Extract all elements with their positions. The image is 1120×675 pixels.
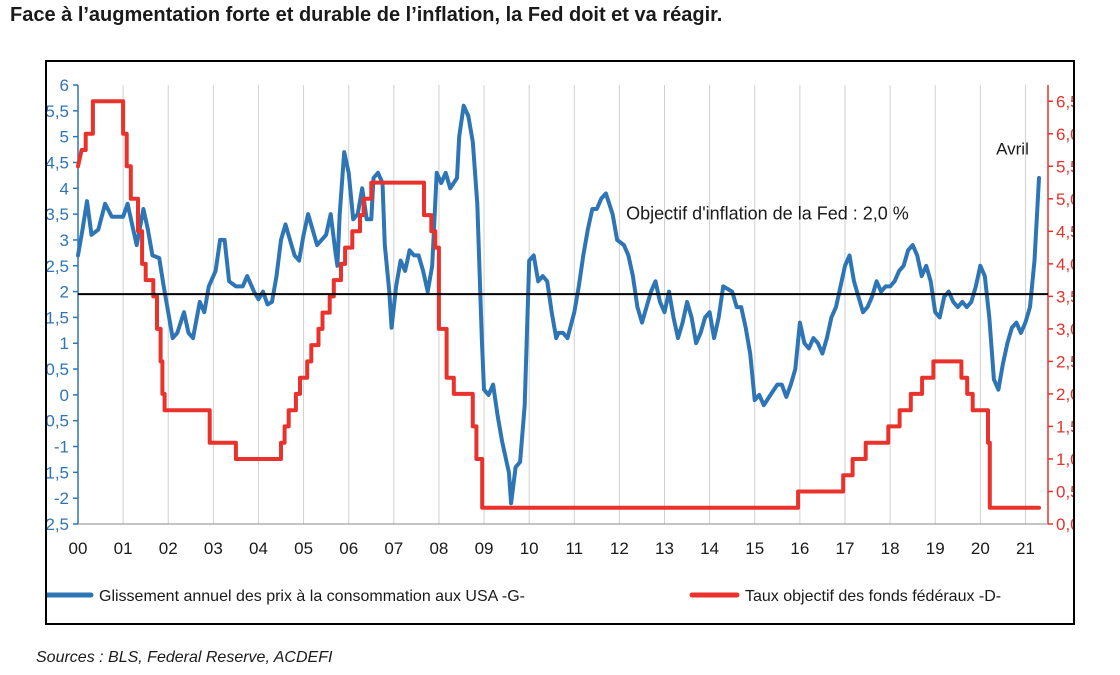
legend-label-fed-rate: Taux objectif des fonds fédéraux -D- (745, 588, 1001, 605)
x-tick-label: 09 (475, 539, 494, 558)
left-tick-label: 4,5 (47, 153, 69, 172)
legend: Glissement annuel des prix à la consomma… (44, 588, 1001, 605)
left-tick-label: 0 (60, 386, 69, 405)
left-tick-label: -1 (54, 438, 69, 457)
x-tick-label: 21 (1016, 539, 1035, 558)
left-tick-label: 1,5 (47, 308, 69, 327)
left-tick-label: 3 (60, 231, 69, 250)
left-tick-label: -2,5 (47, 515, 69, 534)
fed-rate-line (76, 99, 1041, 510)
left-tick-label: 3,5 (47, 205, 69, 224)
x-tick-label: 11 (565, 539, 583, 558)
left-tick-label: -0,5 (47, 412, 69, 431)
right-tick-label: 3,5 (1056, 287, 1073, 306)
sources-note: Sources : BLS, Federal Reserve, ACDEFI (36, 649, 333, 666)
x-tick-label: 02 (159, 539, 178, 558)
x-tick-label: 04 (249, 539, 268, 558)
right-tick-label: 5,0 (1056, 190, 1073, 209)
x-tick-label: 18 (881, 539, 900, 558)
right-tick-label: 1,0 (1056, 450, 1073, 469)
right-tick-label: 0,5 (1056, 482, 1073, 501)
right-tick-label: 2,0 (1056, 385, 1073, 404)
legend-label-cpi: Glissement annuel des prix à la consomma… (99, 588, 525, 605)
x-tick-label: 05 (294, 539, 313, 558)
left-tick-label: -1,5 (47, 463, 69, 482)
x-tick-label: 20 (971, 539, 990, 558)
x-tick-label: 10 (520, 539, 539, 558)
right-tick-label: 3,0 (1056, 320, 1073, 339)
x-tick-label: 07 (384, 539, 403, 558)
x-tick-label: 08 (429, 539, 448, 558)
x-tick-label: 16 (790, 539, 809, 558)
series-lines (76, 99, 1048, 510)
right-tick-label: 6,5 (1056, 92, 1073, 111)
x-tick-label: 06 (339, 539, 358, 558)
x-tick-label: 01 (114, 539, 133, 558)
x-tick-label: 19 (926, 539, 945, 558)
x-tick-label: 00 (69, 539, 88, 558)
right-tick-label: 4,0 (1056, 255, 1073, 274)
left-tick-label: 1 (60, 334, 69, 353)
avril-annotation: Avril (996, 140, 1029, 159)
right-tick-label: 0,0 (1056, 515, 1073, 534)
left-tick-label: -2 (54, 489, 69, 508)
left-axis: -2,5 -2 -1,5 -1 -0,5 0 0,5 1 1,5 2 2,5 3 3,5 4 4,5 5 5,5… (40, 76, 79, 534)
cpi-line (76, 103, 1041, 506)
left-tick-label: 5 (60, 128, 69, 147)
right-tick-label: 4,5 (1056, 222, 1073, 241)
x-tick-label: 17 (836, 539, 855, 558)
x-tick-label: 03 (204, 539, 223, 558)
x-tick-label: 13 (655, 539, 674, 558)
chart-frame: -2,5 -2 -1,5 -1 -0,5 0 0,5 1 1,5 2 2,5 3 3,5 4 4,5 5 5,5… (40, 60, 1080, 625)
chart: -2,5 -2 -1,5 -1 -0,5 0 0,5 1 1,5 2 2,5 3 3,5 4 4,5 5 5,5… (40, 76, 1080, 605)
right-tick-label: 6,0 (1056, 125, 1073, 144)
right-axis: 0,0 0,5 1,0 1,5 2,0 2,5 3,0 3,5 4,0 4,5 5,0 5,5 6,0 6… (1047, 85, 1080, 534)
left-tick-label: 2 (60, 283, 69, 302)
left-tick-label: 5,5 (47, 102, 69, 121)
right-tick-label: 1,5 (1056, 417, 1073, 436)
x-tick-label: 12 (610, 539, 629, 558)
x-tick-label: 15 (745, 539, 764, 558)
left-tick-label: 6 (60, 76, 69, 95)
target-label: Objectif d'inflation de la Fed : 2,0 % (626, 203, 909, 223)
left-tick-label: 0,5 (47, 360, 69, 379)
left-tick-label: 4 (60, 179, 69, 198)
right-tick-label: 2,5 (1056, 352, 1073, 371)
page-title: Face à l’augmentation forte et durable d… (10, 4, 723, 26)
x-tick-label: 14 (700, 539, 719, 558)
x-axis: 00 01 02 03 04 05 06 07 08 09 10 11 12 13 14 15 16 17 18 19… (69, 523, 1048, 558)
right-tick-label: 5,5 (1056, 157, 1073, 176)
left-tick-label: 2,5 (47, 257, 69, 276)
